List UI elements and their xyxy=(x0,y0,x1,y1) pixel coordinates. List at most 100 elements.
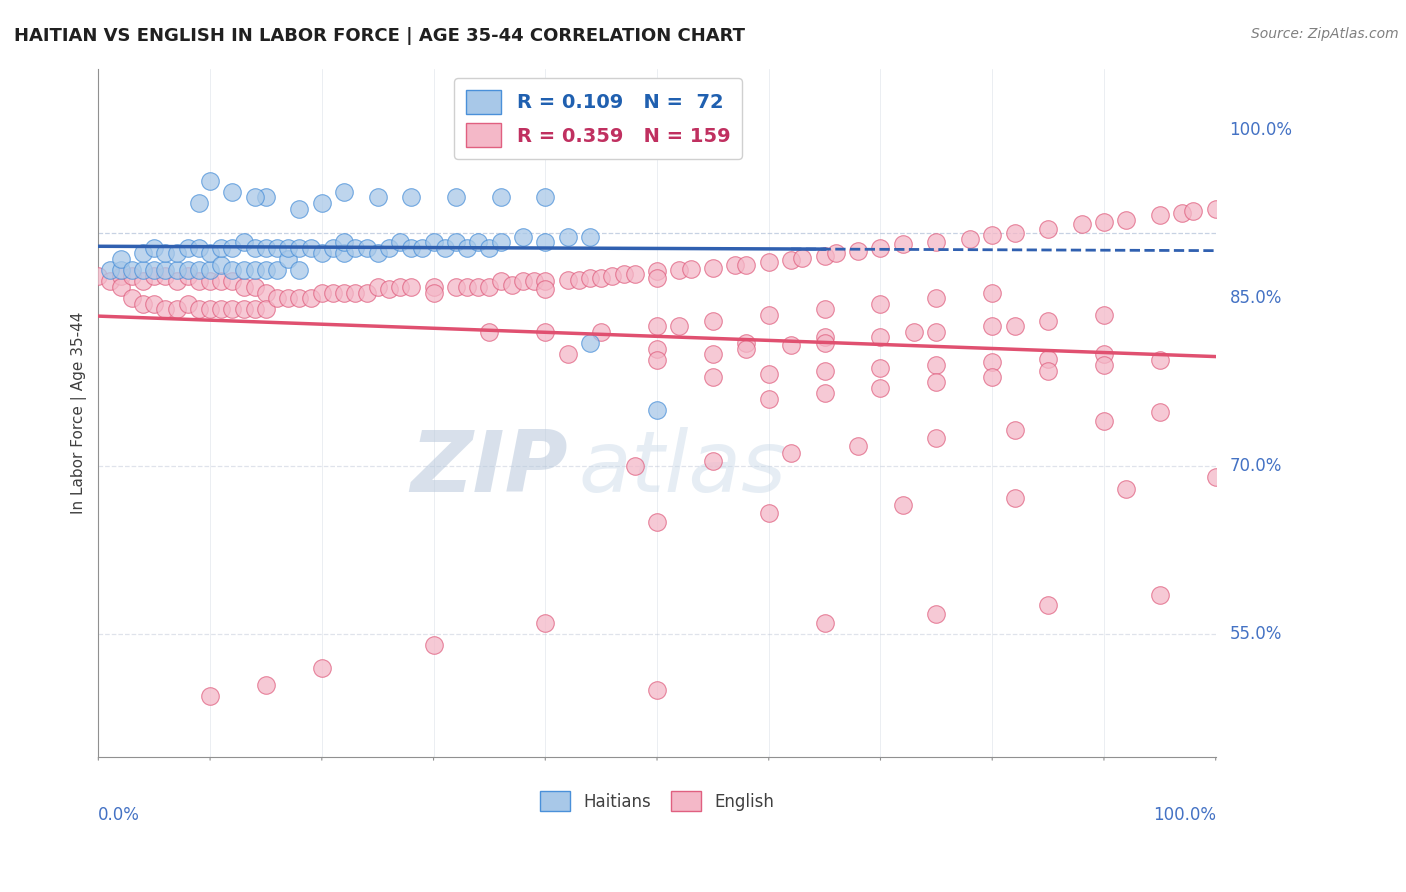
Point xyxy=(758,368,780,382)
Point xyxy=(512,274,534,288)
Point xyxy=(232,302,254,317)
Point xyxy=(814,302,837,317)
Text: Source: ZipAtlas.com: Source: ZipAtlas.com xyxy=(1251,27,1399,41)
Point xyxy=(702,369,724,384)
Point xyxy=(591,271,613,285)
Point xyxy=(489,235,512,249)
Point xyxy=(322,241,344,255)
Point xyxy=(534,235,557,249)
Text: 85.0%: 85.0% xyxy=(1230,289,1282,307)
Point xyxy=(333,285,356,300)
Point xyxy=(98,263,121,277)
Point xyxy=(925,375,948,389)
Point xyxy=(780,446,803,460)
Point xyxy=(187,241,209,255)
Point xyxy=(399,241,422,255)
Point xyxy=(814,330,837,344)
Point xyxy=(288,291,311,305)
Point xyxy=(1004,319,1026,334)
Point xyxy=(221,241,243,255)
Point xyxy=(232,280,254,294)
Point xyxy=(645,271,668,285)
Point xyxy=(602,268,624,283)
Point xyxy=(411,241,433,255)
Point xyxy=(444,280,467,294)
Point xyxy=(824,246,846,260)
Point xyxy=(735,335,758,350)
Point xyxy=(1182,203,1205,218)
Point xyxy=(869,381,891,395)
Point xyxy=(367,246,389,260)
Point xyxy=(243,190,266,204)
Point xyxy=(1149,405,1171,419)
Point xyxy=(891,499,914,513)
Point xyxy=(143,263,166,277)
Point xyxy=(591,325,613,339)
Point xyxy=(1092,347,1115,361)
Point xyxy=(1205,202,1227,216)
Point xyxy=(814,335,837,350)
Point xyxy=(121,268,143,283)
Point xyxy=(925,325,948,339)
Point xyxy=(1115,212,1137,227)
Point xyxy=(534,325,557,339)
Point xyxy=(925,431,948,445)
Point xyxy=(367,280,389,294)
Point xyxy=(1036,351,1059,366)
Point xyxy=(121,263,143,277)
Point xyxy=(277,291,299,305)
Point xyxy=(981,369,1004,384)
Point xyxy=(758,308,780,322)
Point xyxy=(702,453,724,467)
Point xyxy=(903,325,925,339)
Point xyxy=(623,267,645,281)
Point xyxy=(367,190,389,204)
Point xyxy=(1092,308,1115,322)
Point xyxy=(422,280,444,294)
Point xyxy=(758,392,780,406)
Point xyxy=(98,274,121,288)
Point xyxy=(166,246,188,260)
Point xyxy=(702,347,724,361)
Point xyxy=(579,229,602,244)
Point xyxy=(221,274,243,288)
Point xyxy=(110,268,132,283)
Point xyxy=(399,280,422,294)
Point xyxy=(981,319,1004,334)
Point xyxy=(534,615,557,630)
Point xyxy=(557,229,579,244)
Point xyxy=(243,280,266,294)
Point xyxy=(333,185,356,199)
Point xyxy=(523,274,546,288)
Point xyxy=(143,297,166,311)
Point xyxy=(187,302,209,317)
Point xyxy=(579,335,602,350)
Point xyxy=(254,190,277,204)
Point xyxy=(311,661,333,675)
Point xyxy=(322,285,344,300)
Point xyxy=(110,252,132,266)
Point xyxy=(814,249,837,263)
Point xyxy=(702,313,724,327)
Point xyxy=(378,241,401,255)
Point xyxy=(198,173,221,187)
Point xyxy=(155,263,177,277)
Point xyxy=(780,338,803,352)
Point xyxy=(254,285,277,300)
Point xyxy=(143,241,166,255)
Point xyxy=(456,280,478,294)
Point xyxy=(266,291,288,305)
Point xyxy=(1004,491,1026,505)
Point xyxy=(981,228,1004,243)
Point xyxy=(1070,217,1092,231)
Point xyxy=(121,291,143,305)
Point xyxy=(110,263,132,277)
Point xyxy=(356,241,378,255)
Point xyxy=(333,235,356,249)
Point xyxy=(277,252,299,266)
Point xyxy=(266,263,288,277)
Point xyxy=(1036,598,1059,612)
Point xyxy=(925,607,948,621)
Point xyxy=(1149,588,1171,602)
Point xyxy=(891,237,914,252)
